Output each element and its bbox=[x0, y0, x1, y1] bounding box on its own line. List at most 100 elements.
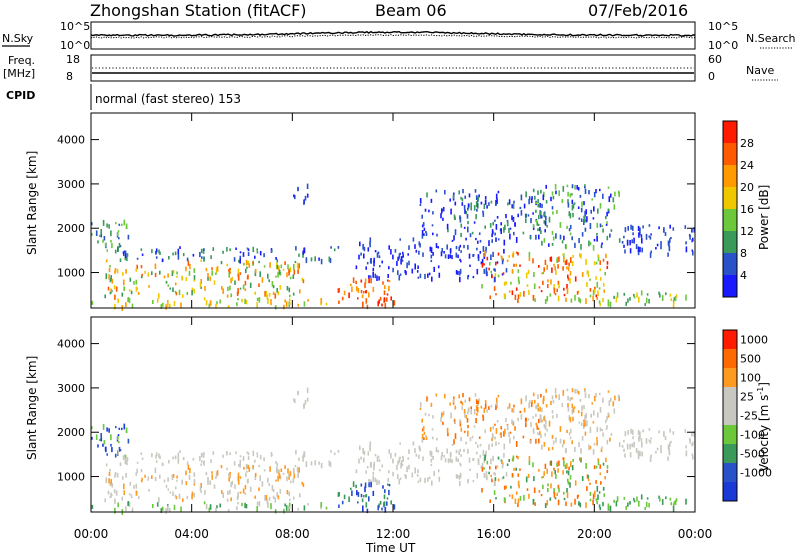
velocity-cell bbox=[505, 472, 508, 477]
nave-label: Nave bbox=[746, 64, 774, 77]
velocity-cell bbox=[407, 457, 409, 460]
velocity-cell bbox=[215, 471, 218, 478]
power-cell bbox=[569, 278, 571, 284]
velocity-cell bbox=[159, 474, 161, 479]
power-cell bbox=[554, 183, 557, 190]
velocity-cell bbox=[193, 472, 196, 477]
power-cell bbox=[159, 251, 161, 255]
velocity-cell bbox=[658, 430, 660, 434]
power-cell bbox=[692, 237, 694, 242]
power-cell bbox=[280, 264, 283, 269]
velocity-cell bbox=[633, 497, 635, 501]
velocity-cell bbox=[200, 463, 202, 466]
velocity-cell bbox=[459, 480, 461, 487]
power-cell bbox=[360, 252, 362, 256]
velocity-cell bbox=[111, 482, 114, 488]
velocity-cell bbox=[544, 463, 547, 469]
power-cell bbox=[169, 287, 171, 290]
power-cell bbox=[151, 271, 153, 275]
velocity-cell bbox=[484, 403, 487, 409]
power-cell bbox=[598, 300, 601, 304]
power-cell bbox=[500, 228, 502, 234]
velocity-cell bbox=[495, 441, 497, 446]
power-cell bbox=[247, 274, 249, 280]
power-cell bbox=[482, 246, 485, 252]
velocity-cell bbox=[154, 467, 157, 473]
velocity-cell bbox=[637, 450, 640, 456]
velocity-cell bbox=[124, 460, 127, 465]
velocity-cell bbox=[585, 413, 587, 419]
velocity-cell bbox=[540, 414, 542, 421]
velocity-cell bbox=[562, 389, 565, 396]
velocity-cell bbox=[303, 451, 305, 458]
velocity-cell bbox=[570, 502, 573, 507]
velocity-cell bbox=[247, 478, 249, 484]
power-cell bbox=[267, 273, 269, 279]
velocity-cell bbox=[204, 490, 206, 495]
power-cell bbox=[607, 299, 610, 306]
velocity-cell bbox=[568, 415, 571, 421]
velocity-cell bbox=[425, 436, 428, 440]
velocity-cell bbox=[261, 481, 264, 487]
velocity-cell bbox=[297, 390, 299, 396]
velocity-cell bbox=[692, 455, 694, 460]
power-cell bbox=[501, 273, 504, 276]
power-cell bbox=[109, 291, 112, 295]
power-cell bbox=[182, 253, 185, 257]
velocity-cell bbox=[357, 491, 360, 497]
power-cell bbox=[284, 261, 286, 265]
velocity-cell bbox=[511, 494, 514, 500]
power-cell bbox=[543, 220, 546, 224]
power-cell bbox=[246, 247, 249, 250]
velocity-cell bbox=[520, 398, 523, 405]
power-cell bbox=[496, 216, 499, 219]
velocity-cell bbox=[673, 501, 676, 505]
power-cell bbox=[241, 298, 243, 303]
velocity-cell bbox=[424, 412, 427, 416]
velocity-cell bbox=[460, 427, 463, 432]
velocity-cell bbox=[302, 483, 305, 488]
power-cell bbox=[366, 262, 369, 265]
velocity-cell bbox=[482, 414, 484, 418]
power-cell bbox=[233, 257, 236, 262]
power-cell bbox=[590, 209, 592, 214]
velocity-cell bbox=[490, 404, 493, 408]
velocity-cell bbox=[578, 421, 581, 424]
power-cell bbox=[470, 204, 472, 211]
power-cell bbox=[517, 252, 519, 256]
power-cell bbox=[330, 246, 332, 249]
velocity-cell bbox=[517, 473, 520, 477]
power-cell bbox=[596, 281, 599, 288]
power-cell bbox=[567, 191, 569, 197]
velocity-cell bbox=[207, 481, 209, 485]
velocity-cell bbox=[118, 446, 121, 452]
velocity-cell bbox=[372, 490, 375, 496]
power-cell bbox=[658, 291, 660, 295]
power-cell bbox=[587, 270, 589, 275]
power-cell bbox=[286, 286, 289, 291]
velocity-cell bbox=[464, 399, 466, 403]
power-cell bbox=[673, 297, 676, 301]
power-cell bbox=[541, 215, 543, 219]
colorbar-tick-label: 500 bbox=[740, 353, 761, 366]
velocity-cell bbox=[239, 462, 241, 468]
colorbar-swatch bbox=[723, 231, 737, 253]
power-cell bbox=[215, 272, 217, 275]
power-cell bbox=[163, 275, 166, 279]
velocity-cell bbox=[532, 462, 534, 468]
power-cell bbox=[292, 292, 295, 296]
power-cell bbox=[633, 293, 635, 297]
power-cell bbox=[517, 213, 519, 218]
power-cell bbox=[259, 251, 262, 256]
power-cell bbox=[495, 224, 498, 230]
velocity-cell bbox=[546, 428, 548, 432]
velocity-cell bbox=[247, 452, 250, 456]
velocity-cell bbox=[535, 438, 537, 444]
velocity-cell bbox=[574, 446, 576, 452]
power-cell bbox=[665, 292, 667, 296]
power-cell bbox=[609, 233, 611, 238]
power-cell bbox=[398, 253, 401, 259]
power-cell bbox=[160, 304, 163, 309]
velocity-cell bbox=[579, 502, 582, 508]
